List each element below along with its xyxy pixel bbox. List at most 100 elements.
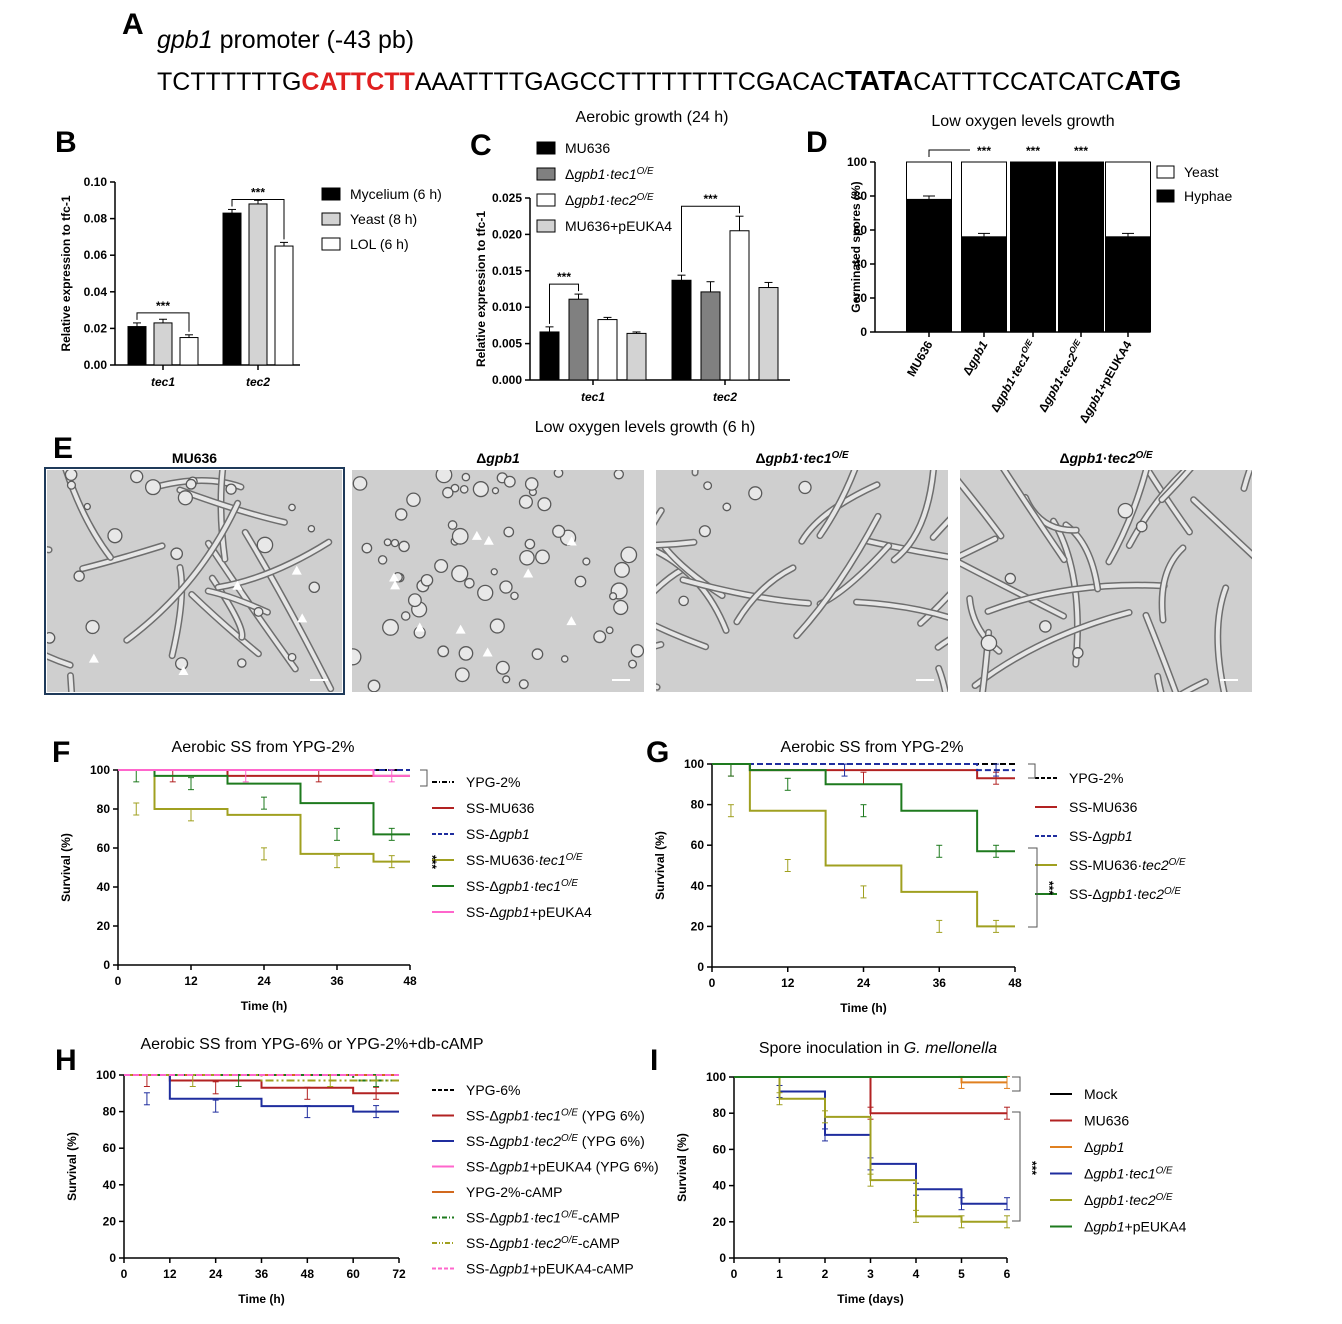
x-tick-label: 36 [933, 976, 947, 990]
x-tick-label: 12 [163, 1267, 177, 1281]
x-tick-label: 48 [301, 1267, 315, 1281]
y-tick-label: 80 [691, 798, 705, 812]
significance-bracket [420, 769, 428, 787]
micrograph-content [656, 470, 948, 692]
x-tick-label: 5 [958, 1267, 965, 1281]
bar-segment [961, 161, 1007, 238]
x-tick-label: Δgpb1+pEUKA4 [1076, 338, 1134, 425]
seq-part1: TCTTTTTTG [157, 68, 301, 96]
yeast-cell [66, 480, 77, 490]
y-tick-label: 20 [97, 919, 111, 933]
yeast-cell [531, 648, 544, 661]
y-tick-label: 100 [96, 1068, 116, 1082]
hypha-core [1106, 470, 1149, 564]
legend-swatch [536, 219, 556, 233]
yeast-cell [288, 503, 296, 512]
micrograph-2 [352, 470, 644, 692]
yeast-cell [434, 559, 449, 574]
panel-e-micrographs: MU636 Δgpb1 Δgpb1·tec1O/E Δgpb1·tec2O/E [44, 450, 1252, 695]
arrowhead-marker [523, 568, 534, 578]
hypha-core [80, 543, 165, 571]
yeast-cell [442, 486, 454, 499]
legend-label: MU636+pEUKA4 [565, 218, 672, 234]
yeast-cell [435, 470, 453, 484]
significance-mark: *** [557, 270, 571, 284]
yeast-cell [382, 618, 399, 636]
chart-i: Spore inoculation in G. mellonella020406… [675, 1040, 1187, 1306]
hypha-core [936, 638, 948, 650]
legend-swatch [321, 187, 341, 201]
yeast-cell [464, 577, 475, 589]
panel-label-d: D [806, 126, 828, 159]
bar-segment [1105, 236, 1151, 333]
arrowhead-marker [471, 530, 482, 540]
hypha-core [960, 536, 998, 559]
significance-mark: *** [1074, 144, 1088, 158]
hypha-core [189, 592, 261, 656]
y-tick-label: 80 [713, 1106, 727, 1120]
yeast-cell [394, 508, 408, 521]
survival-line [118, 769, 410, 836]
x-tick-label: 0 [731, 1267, 738, 1281]
y-tick-label: 0 [697, 960, 704, 974]
yeast-cell [287, 652, 297, 662]
x-tick-label: 12 [184, 974, 198, 988]
hypha [47, 545, 53, 554]
hypha-core [124, 501, 240, 643]
x-tick-label: 24 [257, 974, 271, 988]
x-tick-label: 3 [867, 1267, 874, 1281]
y-tick-label: 0.10 [84, 175, 108, 189]
x-tick-label: 24 [209, 1267, 223, 1281]
chart-title: Aerobic growth (24 h) [576, 109, 729, 126]
legend-label: MU636 [1084, 1113, 1129, 1129]
legend-label: Δgpb1+pEUKA4 [1084, 1219, 1187, 1235]
y-tick-label: 0 [109, 1251, 116, 1265]
charts-layer: 0.00 0.02 0.04 0.06 0.08 0.10 Relative express… [59, 109, 1232, 1306]
yeast-cell [47, 631, 56, 644]
arrowhead-marker [566, 536, 577, 546]
bar [539, 331, 560, 381]
y-axis-label: Survival (%) [653, 831, 667, 900]
legend-swatch [1156, 189, 1175, 203]
yeast-cell [678, 595, 689, 607]
x-tick-label: 60 [346, 1267, 360, 1281]
legend-label: SS-MU636 [1069, 799, 1138, 815]
legend-label: Mycelium (6 h) [350, 186, 442, 202]
yeast-cell [582, 557, 591, 566]
arrowhead-marker [88, 653, 99, 663]
hypha-core [47, 547, 52, 552]
panel-label-h: H [55, 1044, 77, 1077]
yeast-cell [499, 580, 513, 594]
significance-mark: *** [1026, 144, 1040, 158]
legend-label: LOL (6 h) [350, 236, 409, 252]
x-tick-label: tec2 [713, 390, 737, 404]
legend-swatch [536, 141, 556, 155]
legend-label: MU636 [565, 140, 610, 156]
micrograph-3 [656, 470, 948, 692]
hypha-core [985, 583, 1167, 614]
yeast-cell [477, 584, 494, 601]
x-tick-label: 1 [776, 1267, 783, 1281]
y-tick-label: 40 [103, 1178, 117, 1192]
x-tick-label: 0 [709, 976, 716, 990]
micrograph-background [960, 470, 1252, 692]
yeast-cell [307, 524, 316, 533]
y-tick-label: 0.00 [84, 358, 108, 372]
seq-part2: AAATTTTGAGCCTTTTTTTTCGACAC [415, 68, 845, 96]
x-tick-label: Δgpb1·tec2O/E [1034, 337, 1088, 414]
chart-h: Aerobic SS from YPG-6% or YPG-2%+db-cAMP… [65, 1036, 659, 1306]
bar [568, 298, 589, 381]
chart-title: Low oxygen levels growth [931, 113, 1114, 130]
y-tick-label: 80 [103, 1105, 117, 1119]
legend-label: Δgpb1 [1084, 1139, 1125, 1155]
yeast-cell [490, 568, 498, 576]
y-tick-label: 0.025 [492, 191, 522, 205]
micrograph-content [47, 470, 335, 692]
promoter-gene: gpb1 [157, 26, 213, 54]
yeast-cell [377, 555, 388, 565]
seq-motif: CATTCTT [301, 68, 414, 96]
y-axis-label: Germinated spores (%) [849, 181, 863, 312]
panel-label-g: G [646, 736, 669, 769]
legend-label: Yeast (8 h) [350, 211, 417, 227]
